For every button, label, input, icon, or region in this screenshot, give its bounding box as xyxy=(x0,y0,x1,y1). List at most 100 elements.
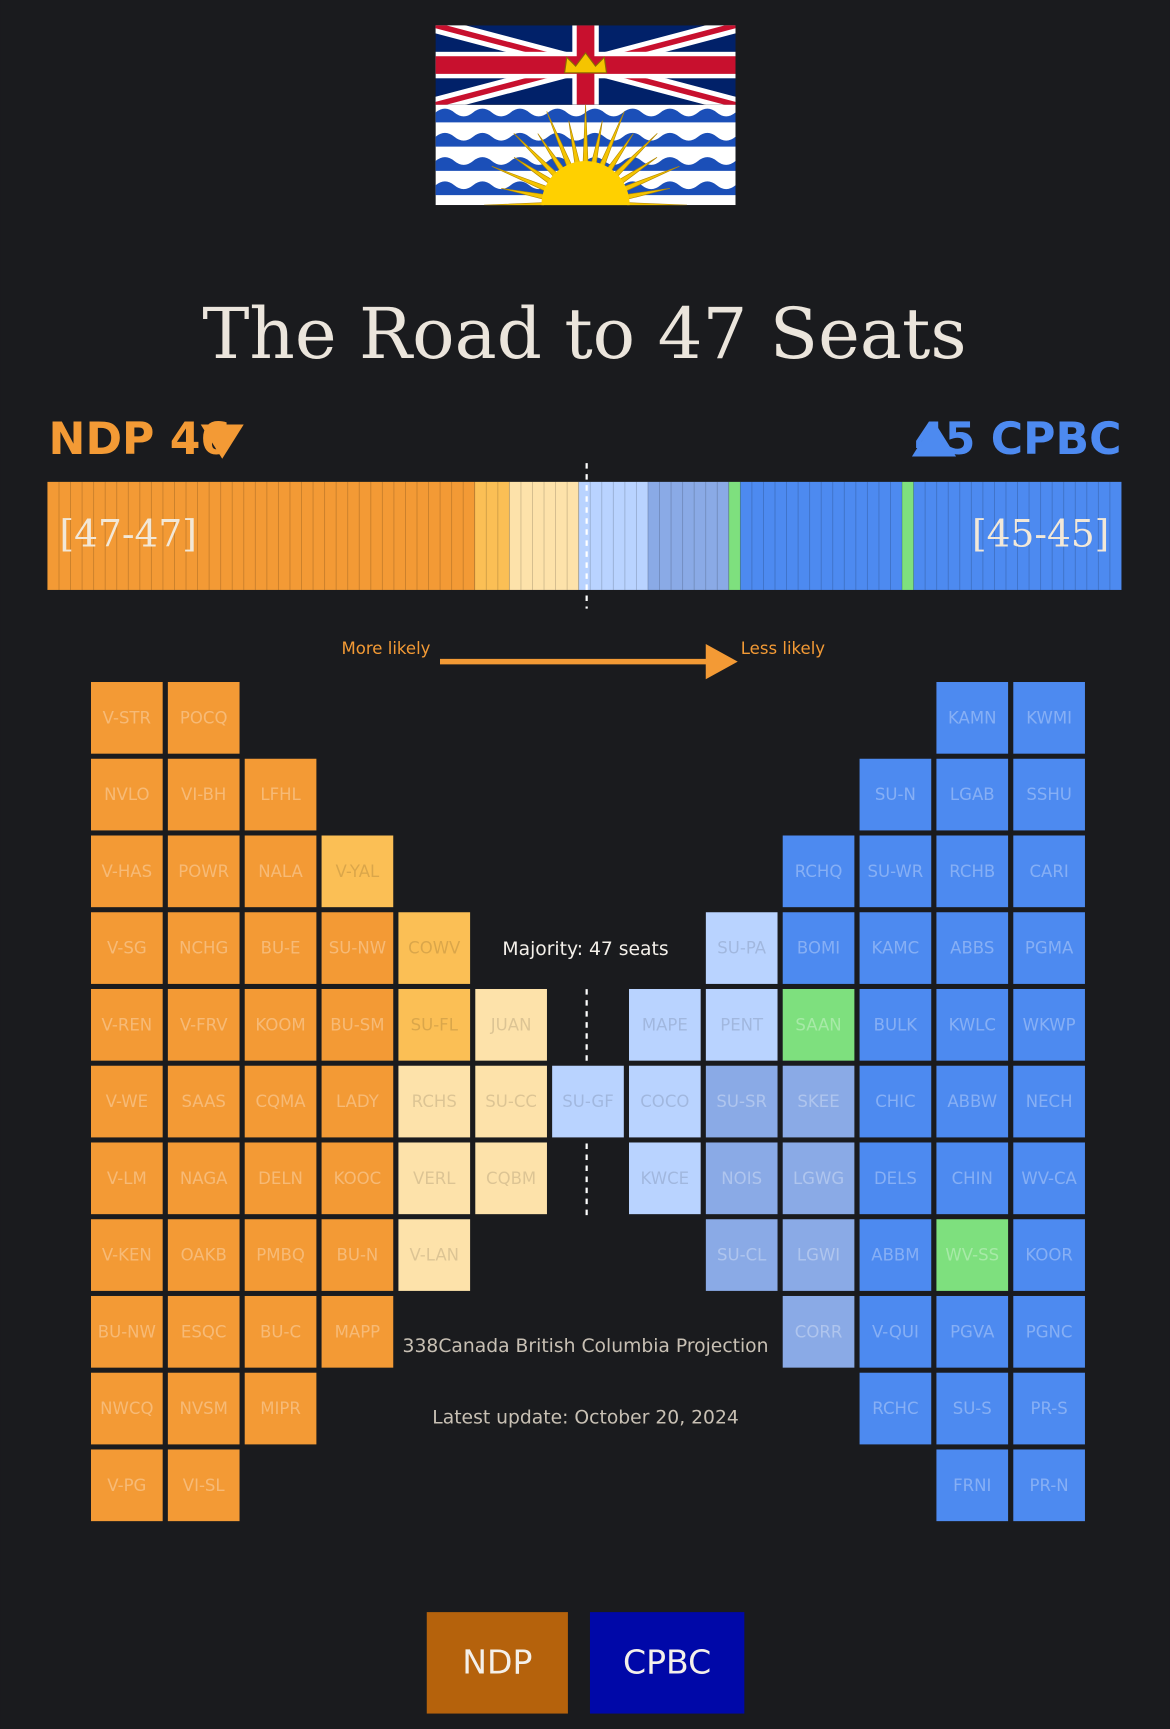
seat-tile xyxy=(859,1219,932,1291)
seat-label: V-LM xyxy=(107,1169,147,1188)
legend-button[interactable] xyxy=(426,1612,568,1714)
bar-segment xyxy=(728,481,741,590)
seat-label: RCHB xyxy=(949,862,995,881)
seat-tile xyxy=(782,912,855,984)
seat-label: WV-SS xyxy=(945,1246,999,1265)
seat-tile xyxy=(91,988,163,1061)
seat-label: BU-SM xyxy=(330,1015,384,1034)
seat-label: COWV xyxy=(408,939,461,958)
seat-tile xyxy=(91,1295,163,1368)
seat-tile xyxy=(705,1219,778,1291)
seat-label: PGMA xyxy=(1025,939,1074,958)
seat-tile xyxy=(398,1142,471,1215)
seat-tile xyxy=(628,988,701,1061)
seat-tile xyxy=(475,988,547,1061)
legend-label[interactable]: CPBC xyxy=(623,1642,711,1681)
seat-tile xyxy=(936,758,1009,831)
seat-tile xyxy=(1013,682,1085,754)
bar-segment xyxy=(647,481,729,590)
bar-segment xyxy=(913,481,1122,590)
seat-label: BU-NW xyxy=(98,1322,156,1341)
seat-tile xyxy=(167,1372,240,1445)
seat-label: SU-PA xyxy=(717,939,766,958)
seat-tile xyxy=(167,682,240,754)
seat-label: KOOR xyxy=(1025,1246,1073,1265)
seat-tile xyxy=(321,835,394,908)
ndp-range: [47-47] xyxy=(60,512,197,556)
seat-label: CHIC xyxy=(875,1092,915,1111)
seat-tile xyxy=(244,1065,317,1138)
seat-label: NVSM xyxy=(179,1399,227,1418)
legend-label[interactable]: NDP xyxy=(462,1642,532,1681)
seat-tile xyxy=(936,1219,1009,1291)
seat-label: KAMC xyxy=(872,939,920,958)
seat-tile xyxy=(167,912,240,984)
seat-label: ABBW xyxy=(947,1092,997,1111)
seat-tile xyxy=(398,912,471,984)
seat-tile xyxy=(936,1295,1009,1368)
seat-tile xyxy=(321,1142,394,1215)
seat-tile xyxy=(91,758,163,831)
seat-label: V-PG xyxy=(107,1476,146,1495)
arrow-head xyxy=(705,643,738,680)
seat-tile xyxy=(1013,988,1085,1061)
seat-tile xyxy=(244,1295,317,1368)
source: 338Canada British Columbia Projection xyxy=(403,1336,769,1357)
seat-label: ESQC xyxy=(181,1322,226,1341)
seat-label: VERL xyxy=(413,1169,456,1188)
seat-tile xyxy=(936,1372,1009,1445)
seat-label: PGVA xyxy=(950,1322,995,1341)
seat-tile xyxy=(859,1372,932,1445)
seat-label: WV-CA xyxy=(1021,1169,1077,1188)
seat-label: LGWI xyxy=(797,1246,840,1265)
seat-label: V-REN xyxy=(102,1015,153,1034)
bar-segment xyxy=(902,481,914,590)
seat-label: BU-E xyxy=(261,939,301,958)
seat-label: V-LAN xyxy=(409,1246,459,1265)
seat-tile xyxy=(167,1219,240,1291)
seat-tile xyxy=(244,912,317,984)
seat-label: SU-N xyxy=(875,785,916,804)
seat-tile xyxy=(859,1295,932,1368)
seat-tile xyxy=(1013,1142,1085,1215)
seat-label: SU-CL xyxy=(717,1246,767,1265)
seat-tile xyxy=(1013,1372,1085,1445)
seat-label: SAAN xyxy=(795,1015,841,1034)
legend-button[interactable] xyxy=(589,1612,745,1714)
seat-tile xyxy=(936,1449,1009,1522)
seat-tile xyxy=(552,1065,624,1138)
flag xyxy=(435,25,736,206)
cpbc-up-arrow xyxy=(911,421,957,457)
bar-segment xyxy=(47,481,475,590)
seat-tile xyxy=(91,1372,163,1445)
seat-label: NCHG xyxy=(179,939,228,958)
seat-tile xyxy=(91,835,163,908)
seat-tile xyxy=(244,835,317,908)
seat-grid: V-STR NVLO V-HAS V-SG V-REN V-WE V-LM V-KEN BU-N… xyxy=(91,682,1085,1522)
seat-tile xyxy=(1013,1295,1085,1368)
seat-tile xyxy=(321,1295,394,1368)
seat-tile xyxy=(859,988,932,1061)
seat-label: OAKB xyxy=(181,1246,227,1265)
seat-tile xyxy=(936,1142,1009,1215)
seat-label: V-HAS xyxy=(102,862,153,881)
seat-tile xyxy=(167,1142,240,1215)
seat-label: POCQ xyxy=(180,708,228,727)
seat-tile xyxy=(936,1065,1009,1138)
seat-label: SU-FL xyxy=(411,1015,459,1034)
less-likely: Less likely xyxy=(740,638,826,659)
seat-label: V-KEN xyxy=(102,1246,152,1265)
majority-label: Majority: 47 seats xyxy=(502,939,668,960)
seat-tile xyxy=(321,1219,394,1291)
seat-label: PMBQ xyxy=(256,1246,305,1265)
seat-label: SU-SR xyxy=(716,1092,767,1111)
seat-tile xyxy=(628,1065,701,1138)
seat-label: SU-NW xyxy=(329,939,386,958)
seat-tile xyxy=(1013,758,1085,831)
seat-label: SU-CC xyxy=(485,1092,537,1111)
seat-tile xyxy=(705,1142,778,1215)
seat-label: RCHQ xyxy=(795,862,843,881)
ndp-seat-label: NDP 46 xyxy=(49,414,232,465)
seat-label: ABBM xyxy=(871,1246,919,1265)
